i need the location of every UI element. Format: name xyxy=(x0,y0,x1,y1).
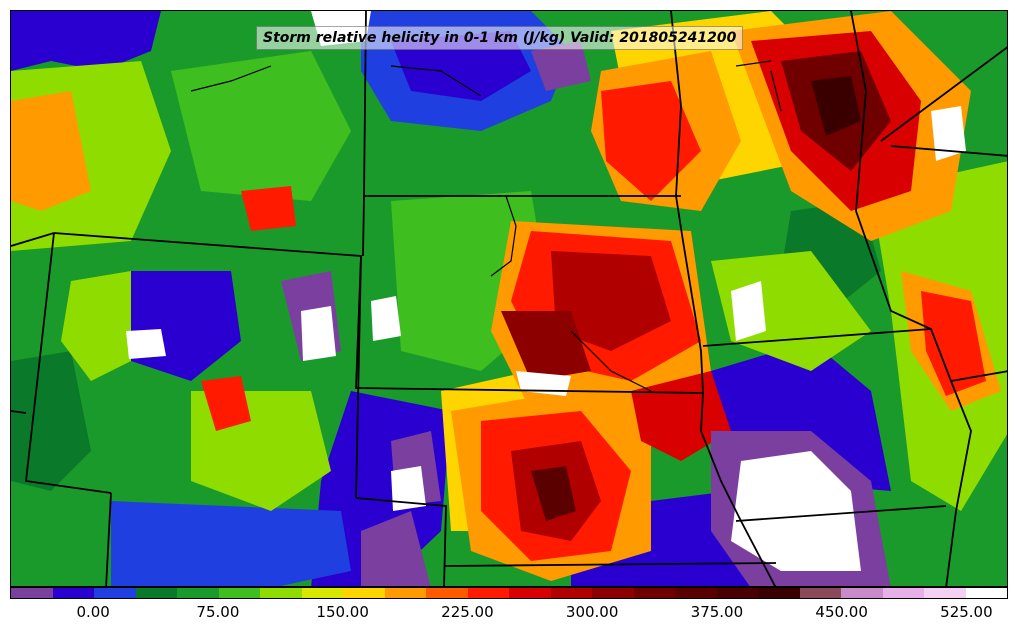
colorbar-tick-label: 300.00 xyxy=(565,603,619,621)
colorbar-segment xyxy=(343,588,385,598)
map-panel: Storm relative helicity in 0-1 km (J/kg)… xyxy=(10,10,1008,587)
colorbar-segment xyxy=(177,588,219,598)
colorbar-segment xyxy=(633,588,675,598)
map-title: Storm relative helicity in 0-1 km (J/kg)… xyxy=(256,26,744,50)
white-patches xyxy=(126,11,966,571)
colorbar-segment xyxy=(11,588,53,598)
colorbar-segment xyxy=(965,588,1007,598)
colorbar-tick-label: 375.00 xyxy=(690,603,744,621)
colorbar-tick-label: 150.00 xyxy=(316,603,369,621)
colorbar-segment xyxy=(384,588,426,598)
colorbar-segment xyxy=(882,588,924,598)
colorbar-segment xyxy=(716,588,758,598)
colorbar-segment xyxy=(675,588,717,598)
colorbar-segment xyxy=(260,588,302,598)
colorbar-segment xyxy=(135,588,177,598)
colorbar-ticks: 0.00 75.00 150.00 225.00 300.00 375.00 450.00 5… xyxy=(10,603,1008,625)
colorbar-tick-label: 525.00 xyxy=(940,603,993,621)
colorbar-segment xyxy=(52,588,94,598)
colorbar-segment xyxy=(841,588,883,598)
colorbar-segment xyxy=(592,588,634,598)
high-helicity-regions xyxy=(201,31,986,561)
colorbar-segment xyxy=(509,588,551,598)
helicity-map xyxy=(11,11,1007,586)
colorbar-tick-label: 0.00 xyxy=(76,603,110,621)
colorbar-segment xyxy=(426,588,468,598)
colorbar-segment xyxy=(799,588,841,598)
colorbar-tick-label: 450.00 xyxy=(815,603,868,621)
colorbar-segment xyxy=(550,588,592,598)
state-boundaries xyxy=(11,11,1007,586)
colorbar-segment xyxy=(758,588,800,598)
colorbar-segment xyxy=(301,588,343,598)
colorbar-tick-label: 75.00 xyxy=(196,603,240,621)
colorbar-segment xyxy=(94,588,136,598)
colorbar-tick-label: 225.00 xyxy=(441,603,494,621)
colorbar-segment xyxy=(924,588,966,598)
colorbar xyxy=(10,587,1008,599)
colorbar-segment xyxy=(467,588,509,598)
water-features xyxy=(190,60,782,392)
colorbar-segment xyxy=(218,588,260,598)
